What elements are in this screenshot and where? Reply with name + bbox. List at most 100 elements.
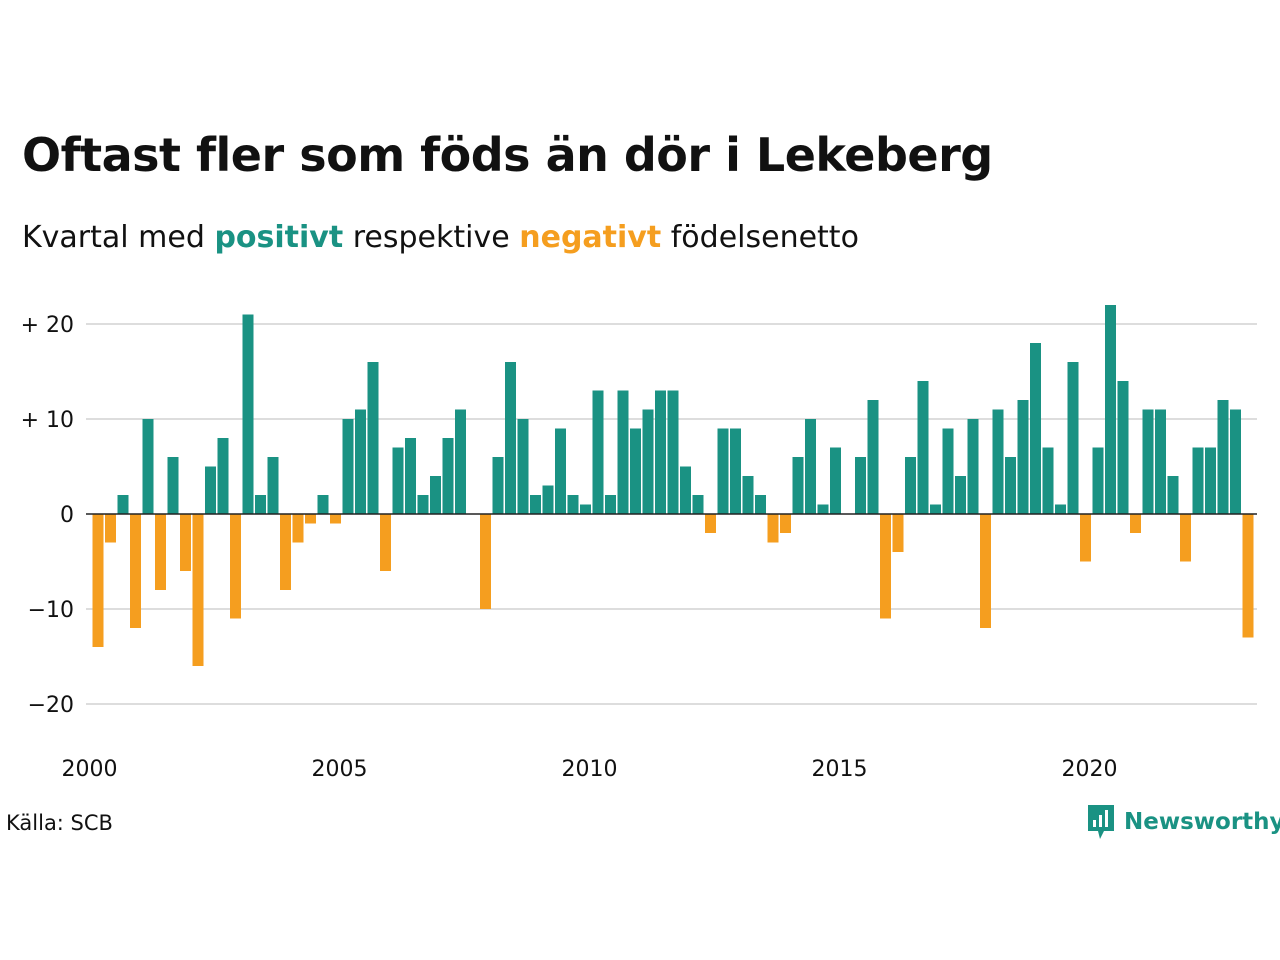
newsworthy-logo: Newsworthy — [1086, 802, 1280, 842]
bar-51 — [730, 428, 741, 514]
bar-62 — [867, 400, 879, 514]
bar-48 — [692, 495, 704, 514]
bar-26 — [417, 495, 429, 514]
bar-16 — [292, 514, 304, 543]
bar-73 — [1005, 457, 1016, 514]
bar-82 — [1117, 381, 1129, 514]
x-tick-label: 2010 — [562, 757, 618, 782]
bar-5 — [155, 514, 166, 590]
bar-67 — [930, 504, 941, 514]
axes: + 20 + 10 0 −10 −20 2000 2005 2010 2015 2020 — [21, 313, 1257, 782]
bar-78 — [1067, 362, 1079, 514]
bar-35 — [530, 495, 541, 514]
bar-86 — [1167, 476, 1179, 514]
bar-23 — [380, 514, 391, 571]
bar-76 — [1042, 447, 1054, 514]
bar-9 — [205, 466, 216, 514]
bar-91 — [1230, 409, 1241, 514]
y-tick-label: + 20 — [21, 313, 74, 338]
bars — [92, 305, 1254, 666]
bar-59 — [830, 447, 841, 514]
bar-49 — [705, 514, 716, 533]
bar-17 — [305, 514, 316, 524]
bar-75 — [1030, 343, 1041, 514]
bar-39 — [580, 504, 591, 514]
x-tick-label: 2005 — [312, 757, 368, 782]
y-tick-label: −10 — [28, 598, 74, 623]
bar-33 — [505, 362, 516, 514]
bar-25 — [405, 438, 416, 514]
bar-81 — [1105, 305, 1116, 514]
bar-42 — [617, 390, 629, 514]
bar-0 — [92, 514, 104, 647]
bar-19 — [330, 514, 341, 524]
bar-15 — [280, 514, 291, 590]
bar-85 — [1155, 409, 1166, 514]
bar-31 — [480, 514, 491, 609]
bar-27 — [430, 476, 441, 514]
bar-66 — [917, 381, 929, 514]
bar-36 — [542, 485, 554, 514]
chart-subtitle: Kvartal med positivt respektive negativt… — [22, 220, 859, 255]
bar-41 — [605, 495, 616, 514]
bar-29 — [455, 409, 466, 514]
bar-38 — [567, 495, 579, 514]
subtitle-prefix: Kvartal med — [22, 220, 205, 255]
bar-12 — [242, 314, 254, 514]
bar-1 — [105, 514, 116, 543]
bar-64 — [892, 514, 904, 552]
bar-40 — [592, 390, 604, 514]
bar-57 — [805, 419, 816, 514]
x-tick-label: 2015 — [812, 757, 868, 782]
subtitle-positive-word: positivt — [214, 220, 344, 255]
bar-89 — [1205, 447, 1216, 514]
bar-11 — [230, 514, 241, 619]
bar-18 — [317, 495, 329, 514]
bar-20 — [342, 419, 354, 514]
bar-52 — [742, 476, 754, 514]
y-tick-label: 0 — [60, 503, 74, 528]
bar-34 — [517, 419, 529, 514]
bar-70 — [967, 419, 979, 514]
bar-3 — [130, 514, 141, 628]
bar-74 — [1017, 400, 1029, 514]
bar-55 — [780, 514, 791, 533]
bar-50 — [717, 428, 729, 514]
bar-22 — [367, 362, 379, 514]
bar-72 — [992, 409, 1004, 514]
bar-87 — [1180, 514, 1191, 562]
newsworthy-bar-chart-icon — [1088, 805, 1114, 839]
chart-title: Oftast fler som föds än dör i Lekeberg — [22, 128, 993, 182]
bar-6 — [167, 457, 179, 514]
bar-79 — [1080, 514, 1091, 562]
subtitle-negative-word: negativt — [519, 220, 662, 255]
x-tick-label: 2000 — [62, 757, 118, 782]
bar-83 — [1130, 514, 1141, 533]
bar-45 — [655, 390, 666, 514]
bar-10 — [217, 438, 229, 514]
bar-53 — [755, 495, 766, 514]
x-tick-label: 2020 — [1062, 757, 1118, 782]
bar-68 — [942, 428, 954, 514]
bar-54 — [767, 514, 779, 543]
bar-7 — [180, 514, 191, 571]
bar-84 — [1142, 409, 1154, 514]
bar-44 — [642, 409, 654, 514]
bar-46 — [667, 390, 679, 514]
bar-14 — [267, 457, 279, 514]
bar-8 — [192, 514, 204, 666]
bar-92 — [1242, 514, 1254, 638]
bar-65 — [905, 457, 916, 514]
bar-61 — [855, 457, 866, 514]
bar-43 — [630, 428, 641, 514]
bar-21 — [355, 409, 366, 514]
logo-wordmark: Newsworthy — [1124, 809, 1280, 835]
bar-47 — [680, 466, 691, 514]
bar-69 — [955, 476, 966, 514]
y-tick-label: −20 — [28, 693, 74, 718]
bar-56 — [792, 457, 804, 514]
bar-77 — [1055, 504, 1066, 514]
source-note: Källa: SCB — [6, 811, 113, 835]
subtitle-middle: respektive — [352, 220, 510, 255]
